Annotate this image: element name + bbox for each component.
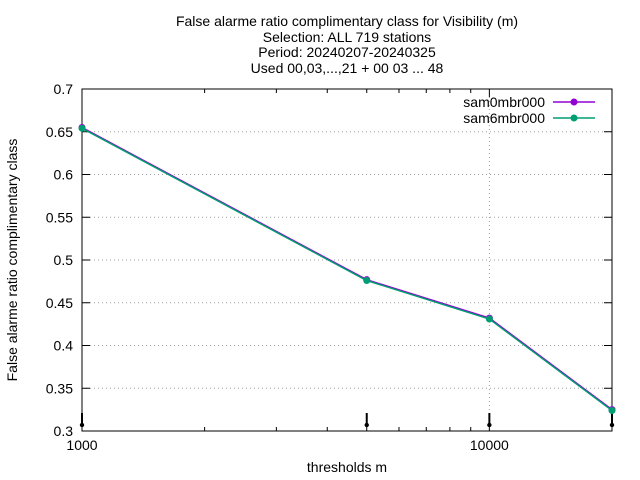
series-point-sam6mbr000 xyxy=(608,406,616,414)
x-axis-label: thresholds m xyxy=(307,459,387,475)
y-tick-label: 0.45 xyxy=(46,295,73,311)
series-point-sam6mbr000 xyxy=(363,277,371,285)
y-axis-label: False alarme ratio complimentary class xyxy=(4,139,20,382)
legend-label: sam6mbr000 xyxy=(463,110,545,126)
legend-label: sam0mbr000 xyxy=(463,94,545,110)
series-line-sam6mbr000 xyxy=(81,127,613,412)
series-line-sam0mbr000 xyxy=(81,126,613,411)
y-tick-label: 0.65 xyxy=(46,124,73,140)
y-tick-label: 0.4 xyxy=(54,338,74,354)
y-tick-label: 0.7 xyxy=(54,81,74,97)
y-tick-label: 0.35 xyxy=(46,380,73,396)
y-axis-ticks: 0.3 0.35 0.4 0.45 0.5 0.55 0.6 0.65 0.7 xyxy=(46,81,612,439)
y-tick-label: 0.5 xyxy=(54,252,74,268)
y-tick-label: 0.3 xyxy=(54,423,74,439)
plot-frame xyxy=(81,88,613,432)
series-point-sam6mbr000 xyxy=(485,315,493,323)
threshold-marker-dot xyxy=(487,422,492,428)
y-tick-label: 0.6 xyxy=(54,167,74,183)
grid xyxy=(82,89,612,431)
title-line-3: Period: 20240207-20240325 xyxy=(258,44,436,60)
x-axis-ticks: 1000 10000 xyxy=(66,89,613,453)
title-line-1: False alarme ratio complimentary class f… xyxy=(176,13,518,29)
legend-marker xyxy=(570,98,578,106)
x-tick-label: 10000 xyxy=(470,437,509,453)
threshold-marker-dot xyxy=(364,422,369,428)
chart-title: False alarme ratio complimentary class f… xyxy=(176,13,518,76)
y-tick-label: 0.55 xyxy=(46,209,73,225)
legend-marker xyxy=(570,114,578,122)
series xyxy=(78,123,616,414)
series-point-sam6mbr000 xyxy=(78,124,86,132)
x-tick-label: 1000 xyxy=(66,437,97,453)
bottom-threshold-markers xyxy=(79,413,615,428)
title-line-2: Selection: ALL 719 stations xyxy=(263,29,431,45)
title-line-4: Used 00,03,...,21 + 00 03 ... 48 xyxy=(251,60,444,76)
